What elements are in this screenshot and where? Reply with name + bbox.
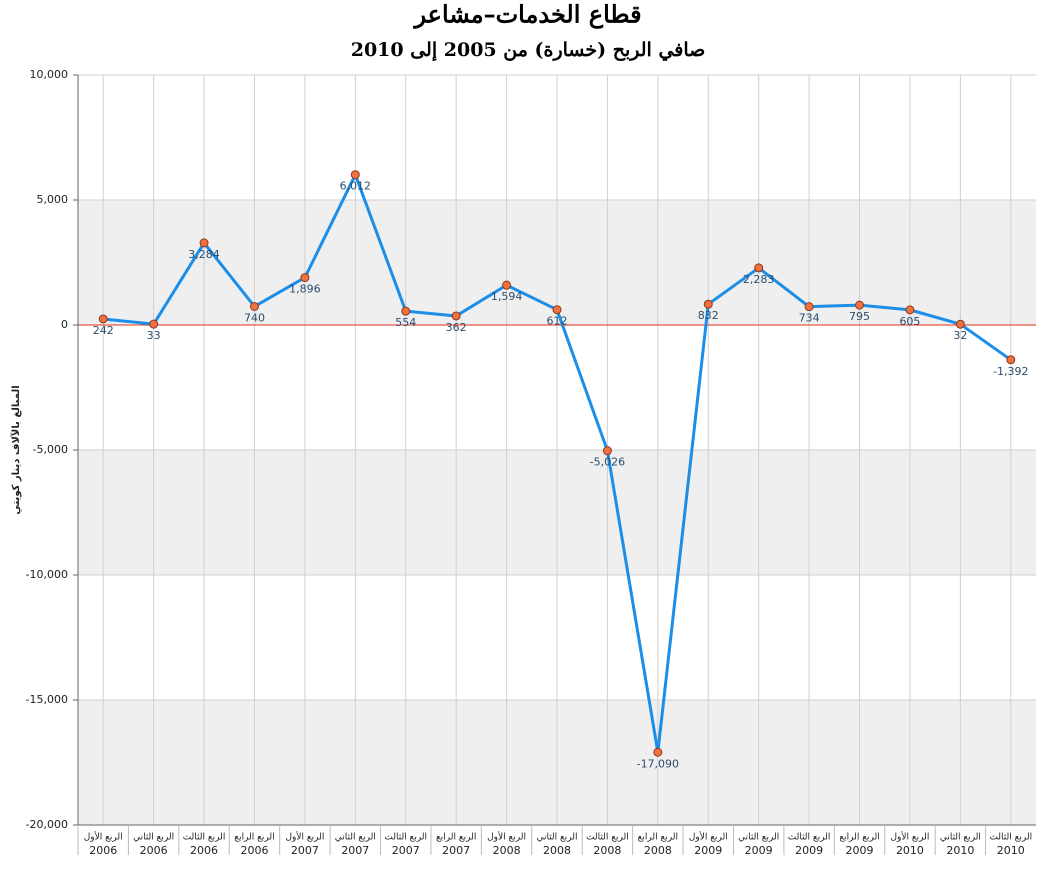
x-tick-label: 2007 bbox=[392, 844, 420, 857]
marker bbox=[401, 306, 411, 316]
x-tick-label: الربع الأول bbox=[689, 831, 728, 843]
marker bbox=[703, 299, 713, 309]
x-tick-label: 2007 bbox=[341, 844, 369, 857]
x-tick-label: 2008 bbox=[593, 844, 621, 857]
x-tick-label: الربع الثاني bbox=[335, 833, 376, 843]
marker bbox=[350, 170, 360, 180]
data-label: 2,283 bbox=[743, 273, 775, 286]
x-tick-label: 2006 bbox=[140, 844, 168, 857]
marker bbox=[502, 280, 512, 290]
x-tick-label: 2007 bbox=[442, 844, 470, 857]
x-tick-label: الربع الثاني bbox=[536, 833, 577, 843]
marker bbox=[199, 238, 209, 248]
marker bbox=[653, 747, 663, 757]
data-label: 362 bbox=[446, 321, 467, 334]
data-label: 1,896 bbox=[289, 283, 321, 296]
y-tick-label: 5,000 bbox=[37, 193, 69, 206]
x-tick-label: الربع الثاني bbox=[940, 833, 981, 843]
data-label: 605 bbox=[899, 315, 920, 328]
y-tick-label: 0 bbox=[61, 318, 68, 331]
data-label: 6,012 bbox=[340, 180, 372, 193]
x-tick-label: الربع الأول bbox=[84, 831, 123, 843]
x-tick-label: الربع الثاني bbox=[738, 833, 779, 843]
marker bbox=[804, 302, 814, 312]
data-label: 242 bbox=[93, 324, 114, 337]
x-tick-label: الربع الأول bbox=[891, 831, 930, 843]
marker bbox=[249, 302, 259, 311]
y-axis-label: المبالغ بالآلاف دينار كويتي bbox=[10, 385, 22, 514]
marker bbox=[98, 314, 108, 324]
marker bbox=[855, 300, 865, 310]
y-tick-label: -5,000 bbox=[33, 443, 68, 456]
x-tick-label: 2008 bbox=[543, 844, 571, 857]
x-tick-label: 2010 bbox=[946, 844, 974, 857]
marker bbox=[149, 319, 159, 329]
x-tick-label: الربع الرابع bbox=[638, 833, 678, 843]
x-tick-label: 2006 bbox=[89, 844, 117, 857]
x-tick-label: 2009 bbox=[694, 844, 722, 857]
x-tick-label: الربع الرابع bbox=[234, 833, 274, 843]
x-tick-label: 2006 bbox=[240, 844, 268, 857]
chart-title: قطاع الخدمات–مشاعر bbox=[412, 0, 641, 30]
data-label: 554 bbox=[395, 316, 416, 329]
x-tick-label: 2006 bbox=[190, 844, 218, 857]
data-label: 612 bbox=[547, 315, 568, 328]
x-tick-label: الربع الثاني bbox=[133, 833, 174, 843]
marker bbox=[955, 319, 965, 329]
data-label: 734 bbox=[799, 312, 820, 325]
y-tick-label: 10,000 bbox=[30, 68, 69, 81]
x-tick-label: 2010 bbox=[896, 844, 924, 857]
data-label: 740 bbox=[244, 312, 265, 325]
data-label: 795 bbox=[849, 310, 870, 323]
data-label: 32 bbox=[953, 329, 967, 342]
x-tick-label: الربع الأول bbox=[487, 831, 526, 843]
data-label: 33 bbox=[147, 329, 161, 342]
data-label: 1,594 bbox=[491, 290, 523, 303]
x-tick-label: الربع الأول bbox=[285, 831, 324, 843]
x-tick-label: 2007 bbox=[291, 844, 319, 857]
marker bbox=[1006, 355, 1016, 365]
marker bbox=[300, 273, 310, 283]
x-tick-label: 2009 bbox=[846, 844, 874, 857]
marker bbox=[451, 311, 461, 321]
x-tick-label: الربع الرابع bbox=[436, 833, 476, 843]
y-tick-label: -20,000 bbox=[26, 818, 68, 831]
marker bbox=[754, 263, 764, 273]
marker bbox=[552, 305, 562, 315]
data-label: -1,392 bbox=[993, 365, 1028, 378]
x-tick-label: الربع الثالث bbox=[384, 833, 427, 843]
x-tick-label: 2009 bbox=[795, 844, 823, 857]
data-label: -17,090 bbox=[637, 757, 679, 770]
x-tick-label: 2008 bbox=[493, 844, 521, 857]
x-tick-label: الربع الثالث bbox=[788, 833, 831, 843]
x-tick-label: الربع الثالث bbox=[989, 833, 1032, 843]
marker bbox=[602, 446, 612, 456]
x-tick-label: الربع الثالث bbox=[586, 833, 629, 843]
data-label: -5,026 bbox=[590, 456, 625, 469]
y-tick-label: -10,000 bbox=[26, 568, 68, 581]
data-label: 3,284 bbox=[188, 248, 220, 261]
marker bbox=[905, 305, 915, 315]
chart-subtitle: صافي الربح (خسارة) من 2005 إلى 2010 bbox=[351, 39, 706, 62]
x-tick-label: الربع الثالث bbox=[183, 833, 226, 843]
x-tick-label: 2009 bbox=[745, 844, 773, 857]
x-tick-label: 2008 bbox=[644, 844, 672, 857]
x-tick-label: الربع الرابع bbox=[839, 833, 879, 843]
y-tick-label: -15,000 bbox=[26, 693, 68, 706]
x-tick-label: 2010 bbox=[997, 844, 1025, 857]
data-label: 832 bbox=[698, 309, 719, 322]
